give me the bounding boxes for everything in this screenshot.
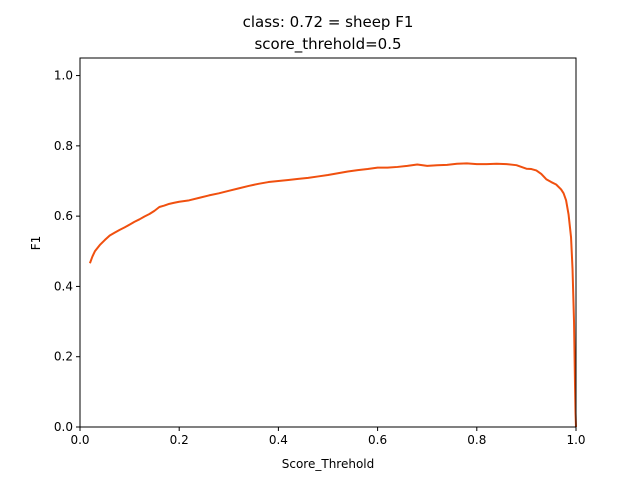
- y-tick-label-2: 0.4: [54, 279, 73, 293]
- x-tick-label-3: 0.6: [368, 433, 387, 447]
- y-tick-label-3: 0.6: [54, 209, 73, 223]
- y-tick-label-4: 0.8: [54, 139, 73, 153]
- y-tick-label-0: 0.0: [54, 420, 73, 434]
- y-tick-label-5: 1.0: [54, 69, 73, 83]
- x-tick-label-4: 0.8: [467, 433, 486, 447]
- plot-area: 0.0 0.2 0.4 0.6 0.8 1.0 0.0 0.2 0.4 0.6 0.8 1.0: [54, 57, 586, 447]
- axes-frame: [79, 57, 577, 428]
- y-axis-label: F1: [29, 236, 43, 251]
- x-tick-label-1: 0.2: [170, 433, 189, 447]
- chart-title: class: 0.72 = sheep F1: [243, 13, 414, 31]
- series-line-0: [88, 162, 577, 428]
- x-tick-label-5: 1.0: [566, 433, 585, 447]
- chart-subtitle: score_threhold=0.5: [254, 35, 401, 54]
- x-tick-label-0: 0.0: [70, 433, 89, 447]
- y-tick-label-1: 0.2: [54, 350, 73, 364]
- x-tick-label-2: 0.4: [269, 433, 288, 447]
- x-axis-label: Score_Threhold: [282, 457, 375, 471]
